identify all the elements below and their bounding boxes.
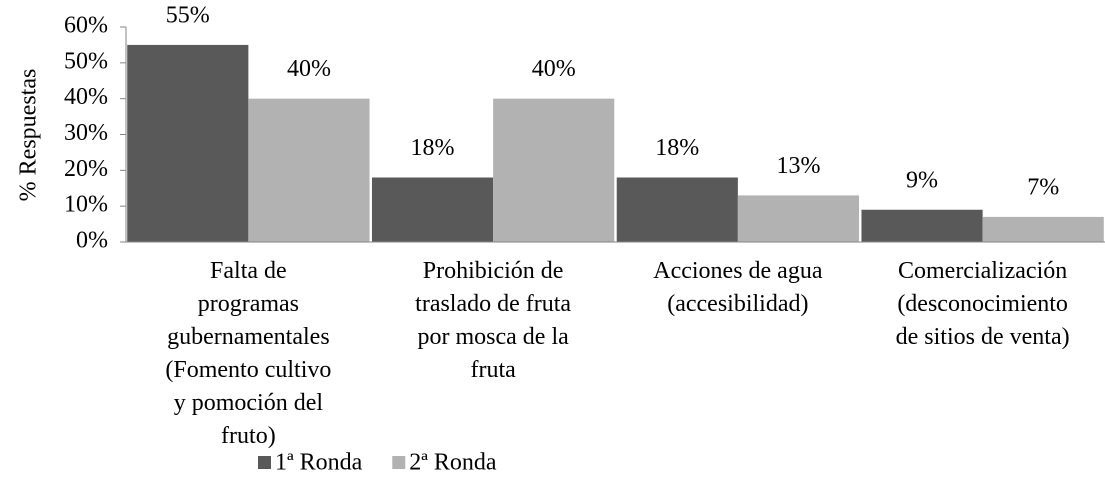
y-tick-label: 20%: [64, 156, 108, 182]
bar: [861, 209, 983, 242]
value-label: 18%: [655, 135, 699, 161]
bar: [737, 195, 860, 242]
value-label: 40%: [287, 56, 331, 82]
x-tick-label: Comercialización (desconocimiento de sit…: [895, 258, 1070, 350]
x-tick-label: Falta de programas gubernamentales (Fome…: [165, 258, 332, 449]
bar: [371, 177, 494, 242]
legend-label: 1ª Ronda: [275, 450, 363, 476]
value-label: 18%: [411, 135, 455, 161]
value-label: 7%: [1027, 174, 1059, 200]
bar: [127, 44, 249, 242]
value-label: 9%: [906, 167, 938, 193]
y-axis-label: % Respuestas: [16, 69, 42, 202]
x-tick-label: Acciones de agua (accesibilidad): [653, 258, 823, 317]
x-tick-label: Prohibición de traslado de fruta por mos…: [415, 258, 572, 383]
y-tick-label: 60%: [64, 13, 108, 39]
legend-swatch: [392, 456, 406, 469]
value-label: 55%: [166, 2, 210, 28]
y-tick-label: 30%: [64, 120, 108, 146]
y-tick-label: 50%: [64, 48, 108, 74]
y-tick-label: 0%: [76, 228, 108, 254]
y-tick-label: 10%: [64, 192, 108, 218]
value-label: 13%: [776, 153, 820, 179]
bar: [493, 98, 615, 243]
bar: [982, 216, 1104, 242]
legend-swatch: [258, 456, 271, 469]
bar: [248, 98, 370, 243]
y-tick-label: 40%: [64, 84, 108, 110]
bar: [616, 177, 738, 242]
value-label: 40%: [532, 56, 576, 82]
legend-label: 2ª Ronda: [409, 450, 497, 476]
